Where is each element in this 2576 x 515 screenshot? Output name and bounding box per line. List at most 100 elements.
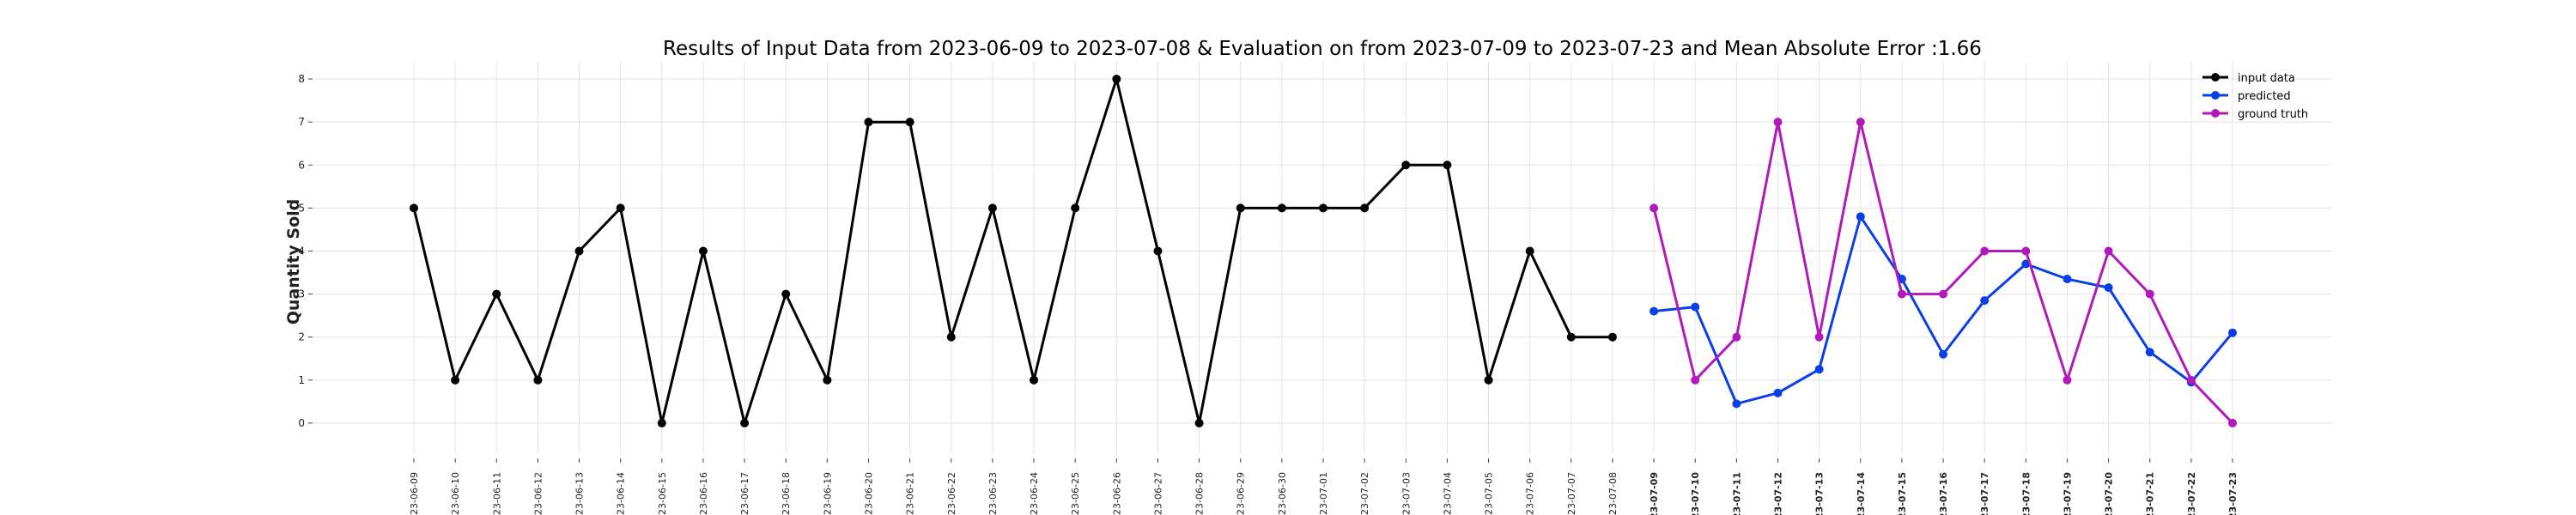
data-point — [1649, 203, 1659, 213]
data-point — [987, 203, 997, 213]
y-axis-ticks: 0 1 2 3 4 5 6 7 8 — [298, 73, 313, 429]
data-point — [2021, 246, 2031, 256]
data-point — [740, 418, 750, 427]
data-point — [574, 246, 584, 256]
data-point — [1897, 289, 1906, 299]
y-tick-label: 1 — [298, 374, 305, 386]
series-group — [410, 75, 2237, 427]
data-point — [1236, 203, 1245, 213]
data-point — [823, 375, 832, 385]
x-tick-label: -23-06-29 — [1236, 472, 1247, 515]
data-point — [2145, 289, 2154, 299]
x-axis-ticks: -23-06-09 -23-06-10 -23-06-11 -23-06-12 -23-… — [409, 458, 2239, 515]
data-point — [1443, 161, 1452, 170]
data-point — [616, 203, 625, 213]
x-tick-label: -23-07-08 — [1607, 472, 1619, 515]
data-point — [533, 375, 543, 385]
data-point — [946, 332, 956, 342]
y-axis-label: Quantity Sold — [284, 199, 303, 325]
data-point — [1112, 75, 1121, 84]
data-point — [1030, 375, 1039, 385]
data-point — [1153, 246, 1163, 256]
data-point — [2186, 375, 2196, 385]
y-tick-label: 2 — [298, 331, 305, 343]
data-point — [2104, 283, 2113, 293]
data-point — [1071, 203, 1080, 213]
x-tick-label: -23-06-19 — [822, 472, 833, 515]
x-tick-label: -23-07-18 — [2020, 472, 2032, 515]
x-tick-label: -23-06-22 — [946, 472, 957, 515]
x-tick-label: -23-07-16 — [1938, 472, 1949, 515]
data-point — [1607, 332, 1617, 342]
data-point — [1360, 203, 1370, 213]
data-point — [1856, 212, 1865, 221]
x-tick-label: -23-06-28 — [1194, 472, 1206, 515]
x-tick-label: -23-07-20 — [2104, 472, 2115, 515]
x-tick-label: -23-06-17 — [739, 472, 750, 515]
x-tick-label: -23-06-15 — [657, 472, 668, 515]
x-tick-label: -23-06-30 — [1277, 472, 1288, 515]
data-point — [1691, 302, 1700, 312]
series-predicted — [1649, 212, 2237, 409]
x-tick-label: -23-07-23 — [2227, 472, 2239, 515]
x-tick-label: -23-07-09 — [1649, 472, 1660, 515]
data-point — [698, 246, 708, 256]
data-point — [864, 118, 873, 127]
data-point — [1277, 203, 1286, 213]
x-tick-label: -23-07-21 — [2145, 472, 2156, 515]
data-point — [2228, 418, 2237, 427]
x-tick-label: -23-06-14 — [616, 472, 627, 515]
y-tick-label: 3 — [298, 288, 305, 300]
legend-label: predicted — [2238, 90, 2291, 103]
data-point — [905, 118, 914, 127]
data-point — [1980, 296, 1990, 306]
y-tick-label: 0 — [298, 417, 305, 429]
data-point — [2063, 275, 2072, 284]
data-point — [2228, 328, 2237, 337]
series-input-data — [410, 75, 1617, 427]
data-point — [1649, 306, 1659, 316]
x-tick-label: -23-07-05 — [1484, 472, 1495, 515]
x-tick-label: -23-06-25 — [1070, 472, 1081, 515]
series-ground-truth — [1649, 118, 2237, 427]
data-point — [1773, 388, 1783, 397]
x-tick-label: -23-07-03 — [1400, 472, 1412, 515]
x-tick-label: -23-07-12 — [1773, 472, 1784, 515]
data-point — [1773, 118, 1783, 127]
series-line — [412, 77, 1613, 425]
data-point — [1814, 332, 1824, 342]
data-point — [1525, 246, 1534, 256]
x-tick-label: -23-06-27 — [1152, 472, 1163, 515]
data-point — [1732, 332, 1741, 342]
data-point — [410, 203, 418, 213]
x-tick-label: -23-07-15 — [1897, 472, 1908, 515]
y-tick-label: 7 — [298, 116, 305, 128]
data-point — [2145, 348, 2154, 357]
data-point — [1194, 418, 1204, 427]
y-tick-label: 6 — [298, 159, 305, 171]
legend-marker — [2211, 73, 2220, 82]
x-tick-label: -23-07-02 — [1359, 472, 1370, 515]
x-tick-label: -23-06-13 — [574, 472, 586, 515]
legend: input data predicted ground truth — [2202, 72, 2308, 121]
data-point — [1401, 161, 1411, 170]
chart-title: Results of Input Data from 2023-06-09 to… — [663, 38, 1982, 60]
data-point — [1319, 203, 1327, 213]
x-tick-label: -23-06-18 — [781, 472, 792, 515]
data-point — [492, 289, 501, 299]
x-tick-label: -23-07-04 — [1442, 472, 1453, 515]
y-tick-label: 8 — [298, 73, 305, 85]
x-tick-label: -23-06-09 — [409, 472, 420, 515]
x-tick-label: -23-07-17 — [1979, 472, 1990, 515]
data-point — [1814, 365, 1824, 374]
data-point — [1691, 375, 1700, 385]
y-tick-label: 5 — [298, 202, 305, 214]
legend-label: ground truth — [2238, 108, 2308, 121]
x-tick-label: -23-06-21 — [905, 472, 916, 515]
x-tick-label: -23-06-12 — [532, 472, 544, 515]
data-point — [2104, 246, 2113, 256]
x-tick-label: -23-07-22 — [2186, 472, 2197, 515]
data-point — [1939, 349, 1948, 359]
data-point — [657, 418, 666, 427]
